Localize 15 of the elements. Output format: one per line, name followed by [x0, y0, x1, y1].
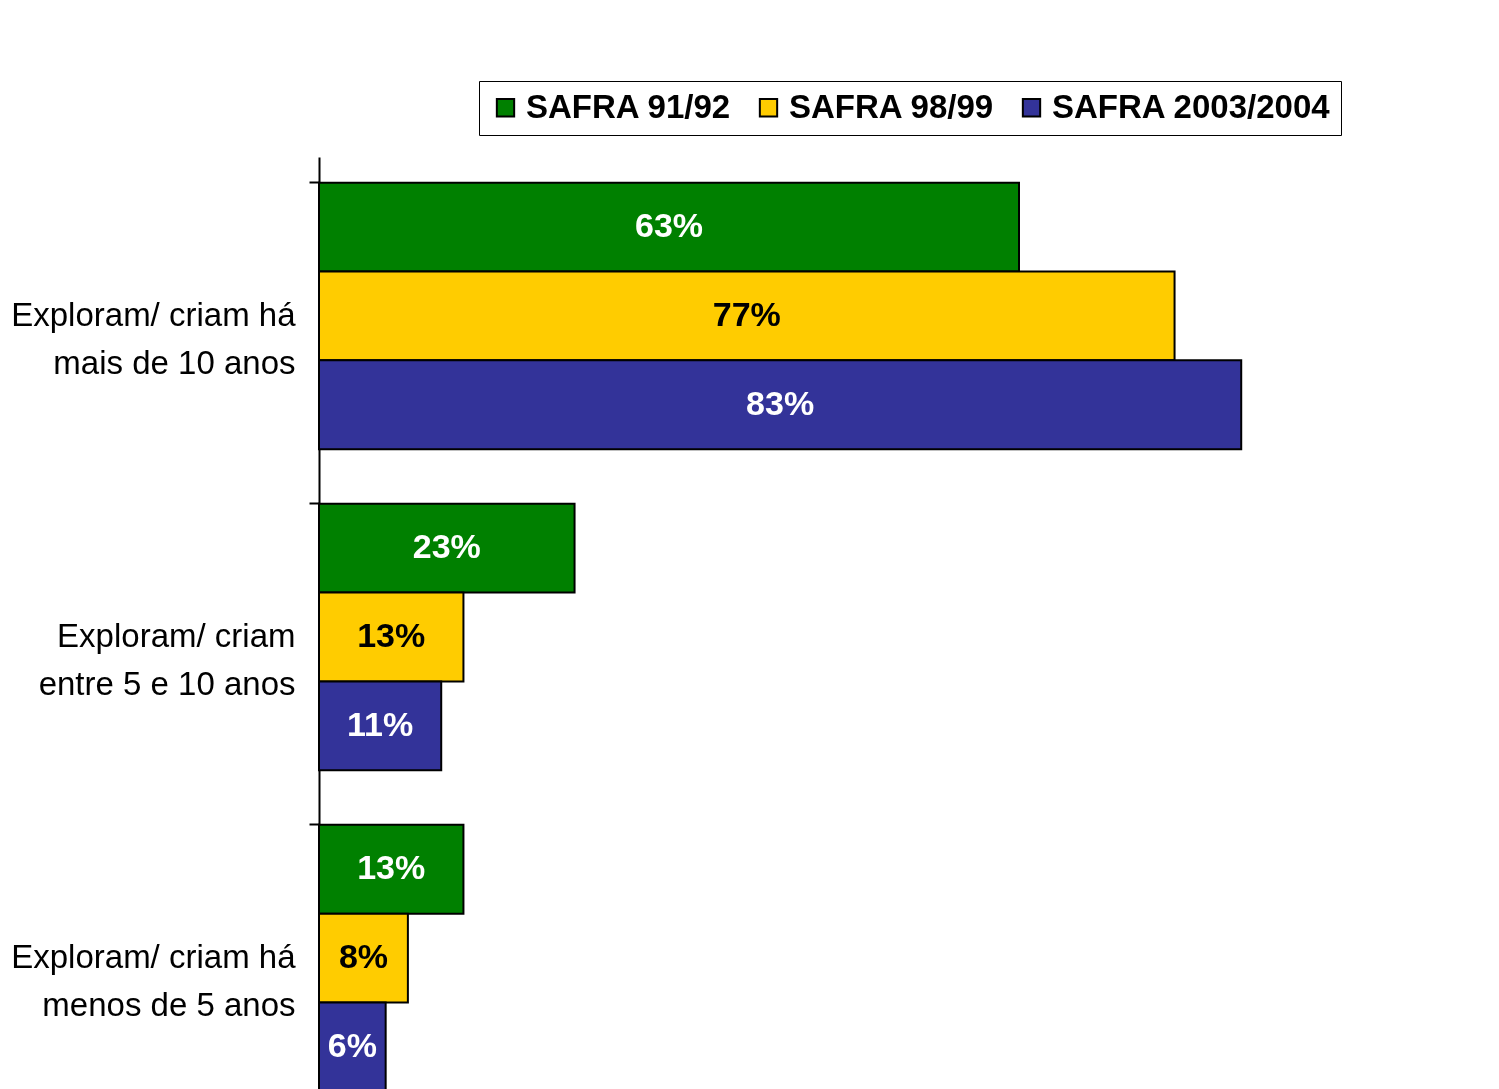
legend-label: SAFRA 91/92: [526, 87, 731, 125]
y-tick-label: Exploram/ criam entre 5 e 10 anos: [38, 617, 296, 702]
data-label: 13%: [357, 848, 426, 887]
y-tick-label: Exploram/ criam há menos de 5 anos: [11, 938, 297, 1024]
data-label: 6%: [327, 1025, 377, 1064]
data-label: 11%: [347, 704, 414, 743]
data-label: 8%: [338, 937, 389, 976]
y-tick-label: Exploram/ criam há mais de 10 anos: [11, 295, 297, 381]
legend-label: SAFRA 2003/2004: [1052, 87, 1331, 125]
data-label: 23%: [412, 527, 481, 566]
data-label: 77%: [712, 294, 781, 333]
data-label: 13%: [357, 616, 426, 654]
data-label: 83%: [746, 383, 815, 422]
data-label: 63%: [634, 206, 704, 245]
legend-label: SAFRA 98/99: [789, 87, 994, 125]
